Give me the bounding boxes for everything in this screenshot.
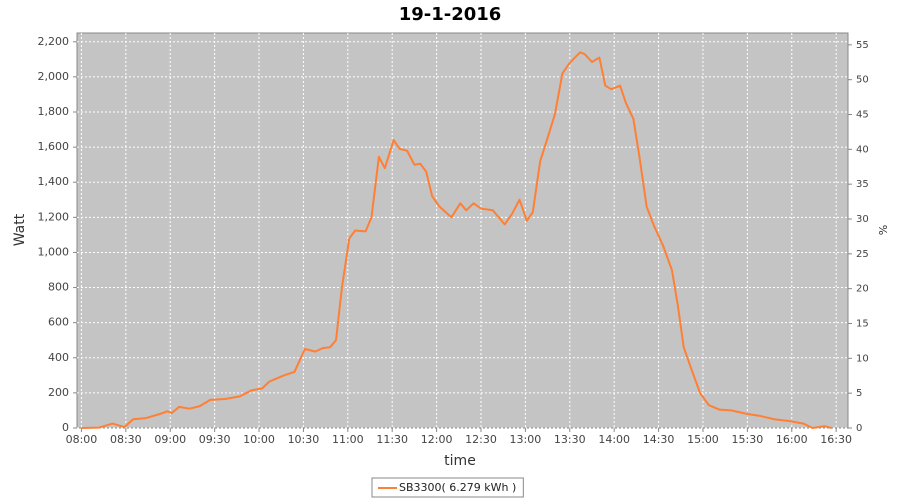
- y-tick-label: 600: [48, 316, 69, 329]
- y-tick-label: 1,200: [38, 210, 70, 223]
- chart-title: 19-1-2016: [399, 4, 502, 25]
- y2-tick-label: 35: [856, 179, 869, 190]
- x-tick-label: 08:00: [66, 433, 98, 446]
- y-tick-label: 200: [48, 386, 69, 399]
- y2-tick-label: 30: [856, 214, 869, 225]
- y2-tick-label: 0: [856, 423, 862, 434]
- x-tick-label: 10:00: [243, 433, 275, 446]
- x-tick-label: 14:00: [598, 433, 630, 446]
- x-tick-label: 13:30: [554, 433, 586, 446]
- y-tick-label: 1,000: [38, 245, 70, 258]
- y-tick-label: 800: [48, 281, 69, 294]
- x-tick-label: 11:30: [376, 433, 408, 446]
- x-tick-label: 09:30: [199, 433, 231, 446]
- x-tick-label: 10:30: [288, 433, 320, 446]
- x-tick-label: 15:00: [687, 433, 719, 446]
- plot-area: [76, 32, 849, 429]
- legend-box: [371, 477, 524, 498]
- y2-tick-label: 15: [856, 319, 869, 330]
- y2-axis-label: %: [876, 225, 889, 235]
- legend-label: SB3300( 6.279 kWh ): [399, 481, 516, 494]
- x-tick-label: 16:30: [820, 433, 852, 446]
- y2-tick-label: 45: [856, 110, 869, 121]
- y-tick-label: 0: [62, 421, 69, 434]
- x-tick-label: 09:00: [154, 433, 186, 446]
- x-tick-label: 15:30: [732, 433, 764, 446]
- y-tick-label: 1,400: [38, 175, 70, 188]
- y-tick-label: 2,200: [38, 35, 70, 48]
- x-tick-label: 16:00: [776, 433, 808, 446]
- y2-tick-label: 10: [856, 353, 869, 364]
- x-tick-label: 14:30: [643, 433, 675, 446]
- legend: SB3300( 6.279 kWh ): [371, 477, 524, 498]
- x-tick-label: 11:00: [332, 433, 364, 446]
- x-tick-label: 12:30: [465, 433, 497, 446]
- y2-tick-label: 40: [856, 144, 869, 155]
- y2-tick-label: 5: [856, 388, 862, 399]
- y2-tick-label: 20: [856, 284, 869, 295]
- y-axis-label: Watt: [12, 213, 28, 246]
- y-tick-label: 1,800: [38, 105, 70, 118]
- y-tick-label: 1,600: [38, 140, 70, 153]
- y2-tick-label: 55: [856, 40, 869, 51]
- x-tick-label: 08:30: [110, 433, 142, 446]
- series-line: [81, 51, 832, 429]
- y-tick-label: 400: [48, 351, 69, 364]
- y2-tick-label: 50: [856, 75, 869, 86]
- x-tick-label: 13:00: [510, 433, 542, 446]
- y2-tick-label: 25: [856, 249, 869, 260]
- x-tick-label: 12:00: [421, 433, 453, 446]
- x-axis-label: time: [444, 453, 476, 469]
- y-tick-label: 2,000: [38, 70, 70, 83]
